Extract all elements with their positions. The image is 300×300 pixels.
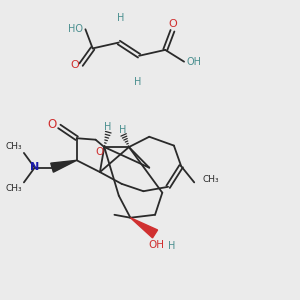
Text: H: H [116,14,124,23]
Text: N: N [30,162,39,172]
Polygon shape [130,218,158,238]
Text: H: H [104,122,111,132]
Text: CH₃: CH₃ [6,184,22,193]
Text: O: O [48,118,57,131]
Text: O: O [95,147,103,157]
Text: CH₃: CH₃ [203,175,220,184]
Text: OH: OH [187,57,202,67]
Text: OH: OH [148,240,164,250]
Text: HO: HO [68,24,82,34]
Text: H: H [119,125,126,135]
Polygon shape [51,160,77,172]
Text: O: O [70,60,79,70]
Text: H: H [134,77,141,87]
Text: H: H [168,241,176,251]
Text: O: O [169,19,177,29]
Text: CH₃: CH₃ [6,142,22,152]
